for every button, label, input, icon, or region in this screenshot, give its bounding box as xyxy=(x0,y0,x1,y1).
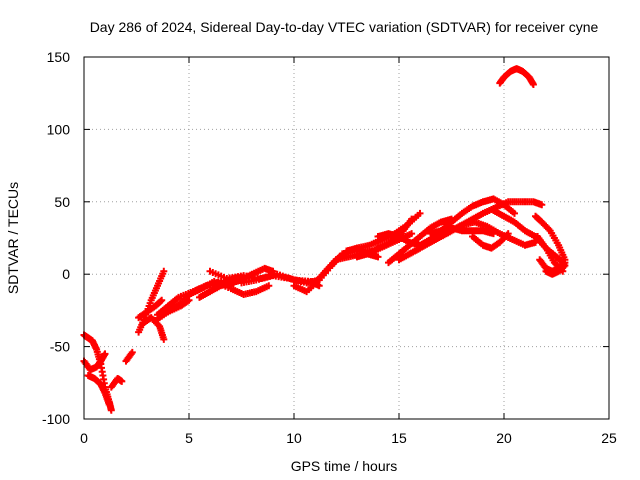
data-point xyxy=(101,350,109,358)
x-tick-label: 20 xyxy=(496,430,512,446)
series-track-7 xyxy=(135,296,166,322)
series-track-29 xyxy=(532,212,569,264)
data-point xyxy=(265,282,273,290)
data-point xyxy=(408,215,416,223)
series-track-22 xyxy=(385,215,455,267)
data-point xyxy=(490,230,497,238)
y-axis-title: SDTVAR / TECUs xyxy=(5,182,21,294)
series-track-20 xyxy=(353,215,416,261)
data-series xyxy=(80,65,569,414)
plot-frame xyxy=(83,56,610,420)
x-axis-title: GPS time / hours xyxy=(291,458,398,474)
data-point xyxy=(374,253,382,261)
data-point xyxy=(529,81,537,89)
data-point xyxy=(105,401,113,409)
data-point xyxy=(107,406,115,414)
data-point xyxy=(408,230,416,238)
chart-title: Day 286 of 2024, Sidereal Day-to-day VTE… xyxy=(90,19,599,35)
x-tick-label: 10 xyxy=(286,430,302,446)
data-point xyxy=(561,262,569,270)
y-tick-label: -100 xyxy=(42,411,70,427)
y-tick-label: 0 xyxy=(62,266,70,282)
series-track-32 xyxy=(542,262,569,278)
data-point xyxy=(160,335,168,343)
series-track-12 xyxy=(185,277,273,298)
series-track-15 xyxy=(238,272,323,287)
y-tick-label: 100 xyxy=(47,121,71,137)
y-tick-label: 150 xyxy=(47,49,71,65)
data-point xyxy=(416,209,424,217)
data-point xyxy=(504,230,512,238)
x-tick-label: 0 xyxy=(80,430,88,446)
data-point xyxy=(128,348,136,356)
data-point xyxy=(118,377,126,385)
grid xyxy=(84,57,609,419)
axis-ticks: 0 5 10 15 20 25 -100 -50 0 50 100 150 xyxy=(42,49,617,446)
data-point xyxy=(158,296,166,304)
x-tick-label: 15 xyxy=(391,430,407,446)
data-point xyxy=(511,209,518,217)
y-tick-label: -50 xyxy=(50,339,70,355)
series-track-33 xyxy=(496,65,537,89)
data-point xyxy=(160,267,168,275)
series-track-3 xyxy=(84,372,113,409)
series-track-5 xyxy=(122,348,136,365)
data-point xyxy=(538,201,546,209)
x-tick-label: 5 xyxy=(185,430,193,446)
series-track-4 xyxy=(107,374,126,391)
x-tick-label: 25 xyxy=(601,430,617,446)
y-tick-label: 50 xyxy=(54,194,70,210)
series-track-2 xyxy=(80,350,109,374)
series-track-27 xyxy=(469,230,512,252)
